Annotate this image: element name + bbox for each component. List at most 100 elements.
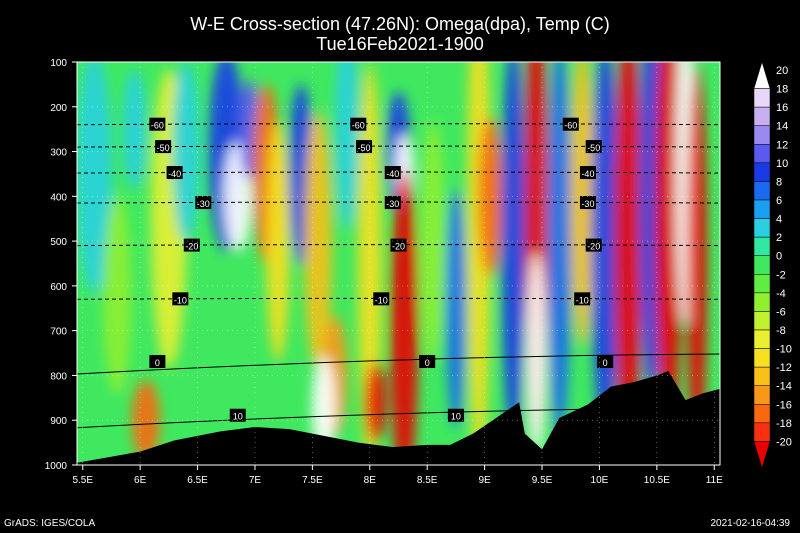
- contour-label-bg: [350, 117, 367, 131]
- colorbar-swatch: [753, 366, 771, 386]
- contour-label: 0: [425, 358, 430, 368]
- colorbar-label: 16: [776, 102, 788, 114]
- contour-label-bg: [356, 140, 373, 154]
- colorbar-label: -14: [776, 381, 792, 393]
- colorbar-swatch: [753, 218, 771, 238]
- terrain: [77, 370, 720, 465]
- colorbar-label: -4: [776, 288, 786, 300]
- contour-label-bg: [229, 408, 246, 422]
- omega-cell: [77, 62, 113, 294]
- colorbar-swatch: [753, 199, 771, 219]
- colorbar-label: 0: [776, 251, 782, 263]
- contour-label-bg: [149, 117, 166, 131]
- omega-cell: [172, 62, 201, 242]
- x-tick-label: 7E: [249, 475, 262, 486]
- contour-label-bg: [447, 408, 464, 422]
- colorbar: 20181614121086420-2-4-6-8-10-12-14-16-18…: [753, 61, 792, 469]
- contour-label: -30: [197, 199, 210, 209]
- x-tick-label: 6.5E: [187, 475, 208, 486]
- omega-cell: [654, 62, 683, 439]
- colorbar-label: -20: [776, 436, 792, 448]
- contour-label: -20: [392, 242, 405, 252]
- omega-cell: [122, 69, 147, 190]
- colorbar-label: -10: [776, 344, 792, 356]
- y-tick-label: 300: [50, 148, 67, 159]
- omega-cell: [311, 356, 336, 457]
- contour-label: -20: [587, 242, 600, 252]
- contour-label: -30: [386, 199, 399, 209]
- colorbar-swatch: [753, 422, 771, 442]
- omega-cell: [365, 362, 386, 443]
- contour-label: 10: [233, 412, 243, 422]
- contour-label: -10: [174, 295, 187, 305]
- contour-label-bg: [585, 238, 602, 252]
- contour-label-bg: [149, 355, 166, 369]
- colorbar-label: -6: [776, 306, 786, 318]
- omega-cell: [547, 62, 572, 442]
- colorbar-swatch: [753, 274, 771, 294]
- colorbar-label: 10: [776, 158, 788, 170]
- colorbar-swatch: [753, 292, 771, 312]
- contour-label-bg: [579, 196, 596, 210]
- x-tick-label: 8E: [364, 475, 377, 486]
- contour-label-bg: [384, 196, 401, 210]
- contour-label: -60: [564, 121, 577, 131]
- contour-label: -20: [185, 242, 198, 252]
- colorbar-swatch: [753, 144, 771, 164]
- contour-label-bg: [155, 140, 172, 154]
- chart-title: W-E Cross-section (47.26N): Omega(dpa), …: [190, 14, 610, 34]
- omega-cell: [614, 62, 643, 462]
- omega-cell: [103, 194, 132, 395]
- axes: 5.5E 6E 6.5E 7E 7.5E 8E 8.5E 9E 9.5E 10E 10.5E 11E 1…: [45, 58, 723, 486]
- contour-label: -30: [581, 199, 594, 209]
- contour-label: -60: [352, 121, 365, 131]
- y-tick-label: 700: [50, 327, 67, 338]
- contour-label-bg: [574, 292, 591, 306]
- colorbar-swatch: [753, 329, 771, 349]
- colorbar-label: -8: [776, 325, 786, 337]
- contour-label: -40: [386, 169, 399, 179]
- colorbar-swatch: [753, 125, 771, 145]
- colorbar-cap-bottom: [753, 441, 771, 469]
- contour-label: -50: [587, 143, 600, 153]
- colorbar-swatch: [753, 385, 771, 405]
- colorbar-label: 2: [776, 232, 782, 244]
- terrain-mask: [77, 370, 720, 465]
- chart-subtitle: Tue16Feb2021-1900: [316, 34, 484, 54]
- omega-cell: [591, 62, 620, 442]
- contour-label: -50: [358, 143, 371, 153]
- omega-cell: [334, 62, 359, 230]
- omega-cell: [445, 188, 466, 429]
- colorbar-swatch: [753, 106, 771, 126]
- colorbar-swatch: [753, 255, 771, 275]
- contour-label-bg: [562, 117, 579, 131]
- omega-cell: [390, 170, 419, 465]
- colorbar-swatch: [753, 162, 771, 182]
- contour-label-bg: [597, 355, 614, 369]
- colorbar-label: 6: [776, 195, 782, 207]
- colorbar-label: -18: [776, 418, 792, 430]
- x-tick-label: 6E: [134, 475, 147, 486]
- omega-cell: [478, 116, 503, 277]
- colorbar-swatch: [753, 236, 771, 256]
- plot-frame: [76, 61, 721, 466]
- y-tick-label: 600: [50, 282, 67, 293]
- contour-label: 0: [603, 358, 608, 368]
- temperature-contours: -60 -60 -60 -50 -50 -50 -40 -40 -40 -30 -30 -30 -20 -…: [77, 117, 720, 429]
- x-tick-label: 9.5E: [532, 475, 553, 486]
- omega-cell: [526, 253, 547, 454]
- y-tick-label: 500: [50, 237, 67, 248]
- contour-label-bg: [166, 166, 183, 180]
- contour-label: -10: [375, 295, 388, 305]
- colorbar-swatch: [753, 181, 771, 201]
- colorbar-swatch: [753, 348, 771, 368]
- footer-credit: GrADS: IGES/COLA: [4, 518, 96, 529]
- y-tick-label: 200: [50, 103, 67, 114]
- contour-line: [77, 353, 720, 375]
- y-tick-label: 100: [50, 58, 67, 69]
- colorbar-swatch: [753, 311, 771, 331]
- footer-timestamp: 2021-02-16-04:39: [710, 518, 790, 529]
- colorbar-label: 20: [776, 65, 788, 77]
